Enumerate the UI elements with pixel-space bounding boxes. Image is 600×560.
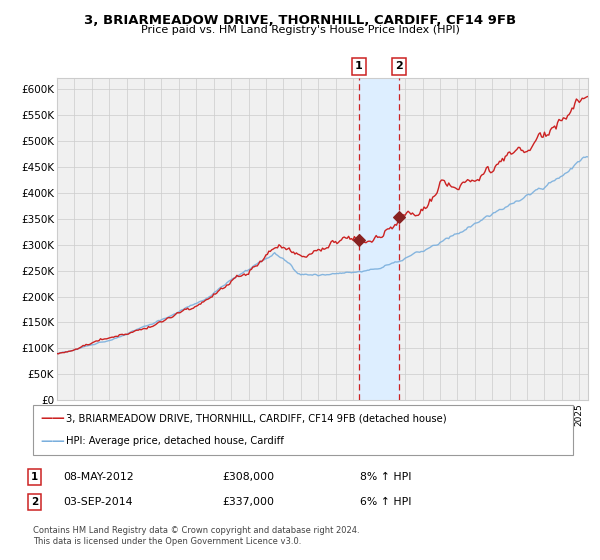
Text: Price paid vs. HM Land Registry's House Price Index (HPI): Price paid vs. HM Land Registry's House … bbox=[140, 25, 460, 35]
Bar bbox=[359, 78, 400, 400]
Text: 03-SEP-2014: 03-SEP-2014 bbox=[63, 497, 133, 507]
Text: 08-MAY-2012: 08-MAY-2012 bbox=[63, 472, 134, 482]
Text: £308,000: £308,000 bbox=[222, 472, 274, 482]
Text: 6% ↑ HPI: 6% ↑ HPI bbox=[360, 497, 412, 507]
Text: 3, BRIARMEADOW DRIVE, THORNHILL, CARDIFF, CF14 9FB: 3, BRIARMEADOW DRIVE, THORNHILL, CARDIFF… bbox=[84, 14, 516, 27]
Point bbox=[354, 236, 364, 245]
Text: 8% ↑ HPI: 8% ↑ HPI bbox=[360, 472, 412, 482]
Text: 2: 2 bbox=[395, 62, 403, 72]
Text: 1: 1 bbox=[355, 62, 363, 72]
Text: ——: —— bbox=[40, 435, 65, 448]
Text: 1: 1 bbox=[31, 472, 38, 482]
Point bbox=[395, 212, 404, 221]
Text: ——: —— bbox=[40, 412, 65, 425]
Text: 2: 2 bbox=[31, 497, 38, 507]
Text: HPI: Average price, detached house, Cardiff: HPI: Average price, detached house, Card… bbox=[66, 436, 284, 446]
Text: £337,000: £337,000 bbox=[222, 497, 274, 507]
Text: 3, BRIARMEADOW DRIVE, THORNHILL, CARDIFF, CF14 9FB (detached house): 3, BRIARMEADOW DRIVE, THORNHILL, CARDIFF… bbox=[66, 414, 446, 424]
Text: Contains HM Land Registry data © Crown copyright and database right 2024.
This d: Contains HM Land Registry data © Crown c… bbox=[33, 526, 359, 546]
